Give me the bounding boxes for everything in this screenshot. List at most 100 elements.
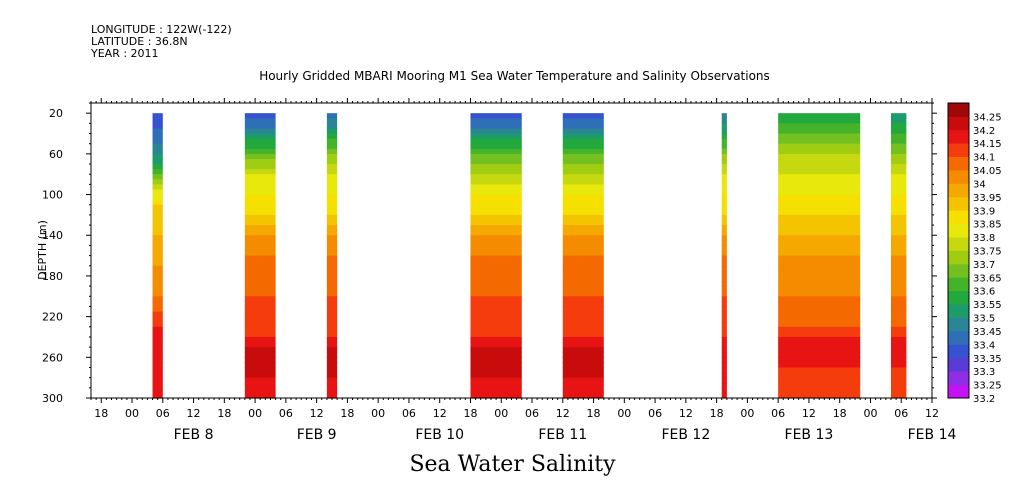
salinity-cell: [244, 331, 276, 338]
colorbar-label: 33.85: [973, 220, 1002, 231]
salinity-cell: [326, 275, 338, 282]
salinity-cell: [326, 225, 338, 231]
salinity-cell: [778, 326, 861, 333]
salinity-cell: [470, 301, 522, 308]
colorbar-label: 33.35: [973, 354, 1002, 365]
salinity-cell: [721, 153, 727, 160]
salinity-cell: [721, 382, 727, 389]
colorbar-swatch: [948, 196, 969, 211]
salinity-cell: [244, 219, 276, 226]
salinity-cell: [890, 184, 907, 191]
salinity-cell: [244, 281, 276, 287]
salinity-cell: [152, 204, 163, 211]
salinity-cell: [890, 204, 907, 211]
salinity-cell: [562, 352, 604, 358]
salinity-cell: [470, 230, 522, 236]
salinity-cell: [470, 306, 522, 313]
salinity-cell: [778, 179, 861, 185]
salinity-cell: [721, 133, 727, 140]
salinity-cell: [778, 306, 861, 313]
salinity-cell: [562, 336, 604, 343]
salinity-cell: [890, 148, 907, 155]
salinity-cell: [326, 184, 338, 191]
salinity-cell: [721, 158, 727, 165]
salinity-cell: [778, 311, 861, 318]
salinity-cell: [890, 255, 907, 262]
data-segment: [152, 113, 163, 399]
salinity-cell: [152, 158, 163, 165]
salinity-cell: [152, 286, 163, 292]
colorbar-swatch: [948, 304, 969, 318]
salinity-cell: [562, 214, 604, 221]
salinity-cell: [778, 184, 861, 191]
salinity-cell: [244, 291, 276, 297]
salinity-cell: [721, 281, 727, 287]
salinity-cell: [152, 235, 163, 241]
salinity-cell: [890, 367, 907, 374]
salinity-cell: [326, 250, 338, 257]
salinity-cell: [562, 387, 604, 394]
x-tick-label: 00: [125, 407, 139, 420]
colorbar-swatch: [948, 143, 969, 158]
salinity-cell: [152, 179, 163, 185]
data-area: [152, 113, 907, 399]
x-day-label: FEB 11: [538, 427, 587, 443]
data-segment: [890, 113, 907, 399]
salinity-cell: [890, 362, 907, 369]
salinity-cell: [326, 316, 338, 323]
salinity-cell: [152, 392, 163, 399]
salinity-cell: [152, 362, 163, 369]
salinity-cell: [778, 204, 861, 211]
salinity-cell: [562, 184, 604, 191]
salinity-cell: [152, 347, 163, 353]
salinity-cell: [244, 158, 276, 165]
salinity-cell: [244, 240, 276, 247]
salinity-cell: [152, 387, 163, 394]
salinity-cell: [470, 138, 522, 145]
salinity-cell: [244, 296, 276, 302]
salinity-cell: [152, 321, 163, 328]
salinity-cell: [326, 336, 338, 343]
salinity-cell: [244, 316, 276, 323]
salinity-cell: [721, 255, 727, 262]
salinity-cell: [562, 194, 604, 201]
salinity-cell: [326, 265, 338, 272]
salinity-cell: [778, 367, 861, 374]
x-tick-label: 12: [679, 407, 693, 420]
salinity-cell: [470, 331, 522, 338]
salinity-cell: [470, 372, 522, 379]
salinity-cell: [890, 347, 907, 353]
salinity-cell: [470, 286, 522, 292]
salinity-cell: [244, 235, 276, 241]
salinity-cell: [326, 199, 338, 206]
salinity-cell: [890, 357, 907, 363]
data-segment: [721, 113, 727, 399]
salinity-cell: [721, 164, 727, 170]
salinity-cell: [244, 189, 276, 196]
salinity-cell: [778, 255, 861, 262]
y-axis-title: DEPTH (m): [36, 220, 49, 280]
x-tick-label: 00: [863, 407, 877, 420]
salinity-cell: [562, 377, 604, 384]
salinity-cell: [890, 174, 907, 180]
salinity-cell: [562, 392, 604, 399]
colorbar-swatch: [948, 210, 969, 225]
salinity-cell: [326, 352, 338, 358]
colorbar: 33.2 33.25 33.3 33.35 33.4 33.45 33.5 33.55 33.6…: [947, 102, 1002, 405]
salinity-cell: [721, 199, 727, 206]
salinity-cell: [562, 255, 604, 262]
salinity-cell: [721, 184, 727, 191]
salinity-cell: [890, 316, 907, 323]
salinity-cell: [470, 382, 522, 389]
salinity-cell: [721, 316, 727, 323]
salinity-cell: [721, 143, 727, 150]
x-tick-label: 18: [217, 407, 231, 420]
salinity-cell: [890, 387, 907, 394]
salinity-cell: [562, 128, 604, 135]
salinity-cell: [778, 164, 861, 170]
salinity-cell: [778, 382, 861, 389]
salinity-cell: [244, 306, 276, 313]
salinity-cell: [152, 153, 163, 160]
salinity-cell: [470, 123, 522, 130]
salinity-cell: [244, 372, 276, 379]
